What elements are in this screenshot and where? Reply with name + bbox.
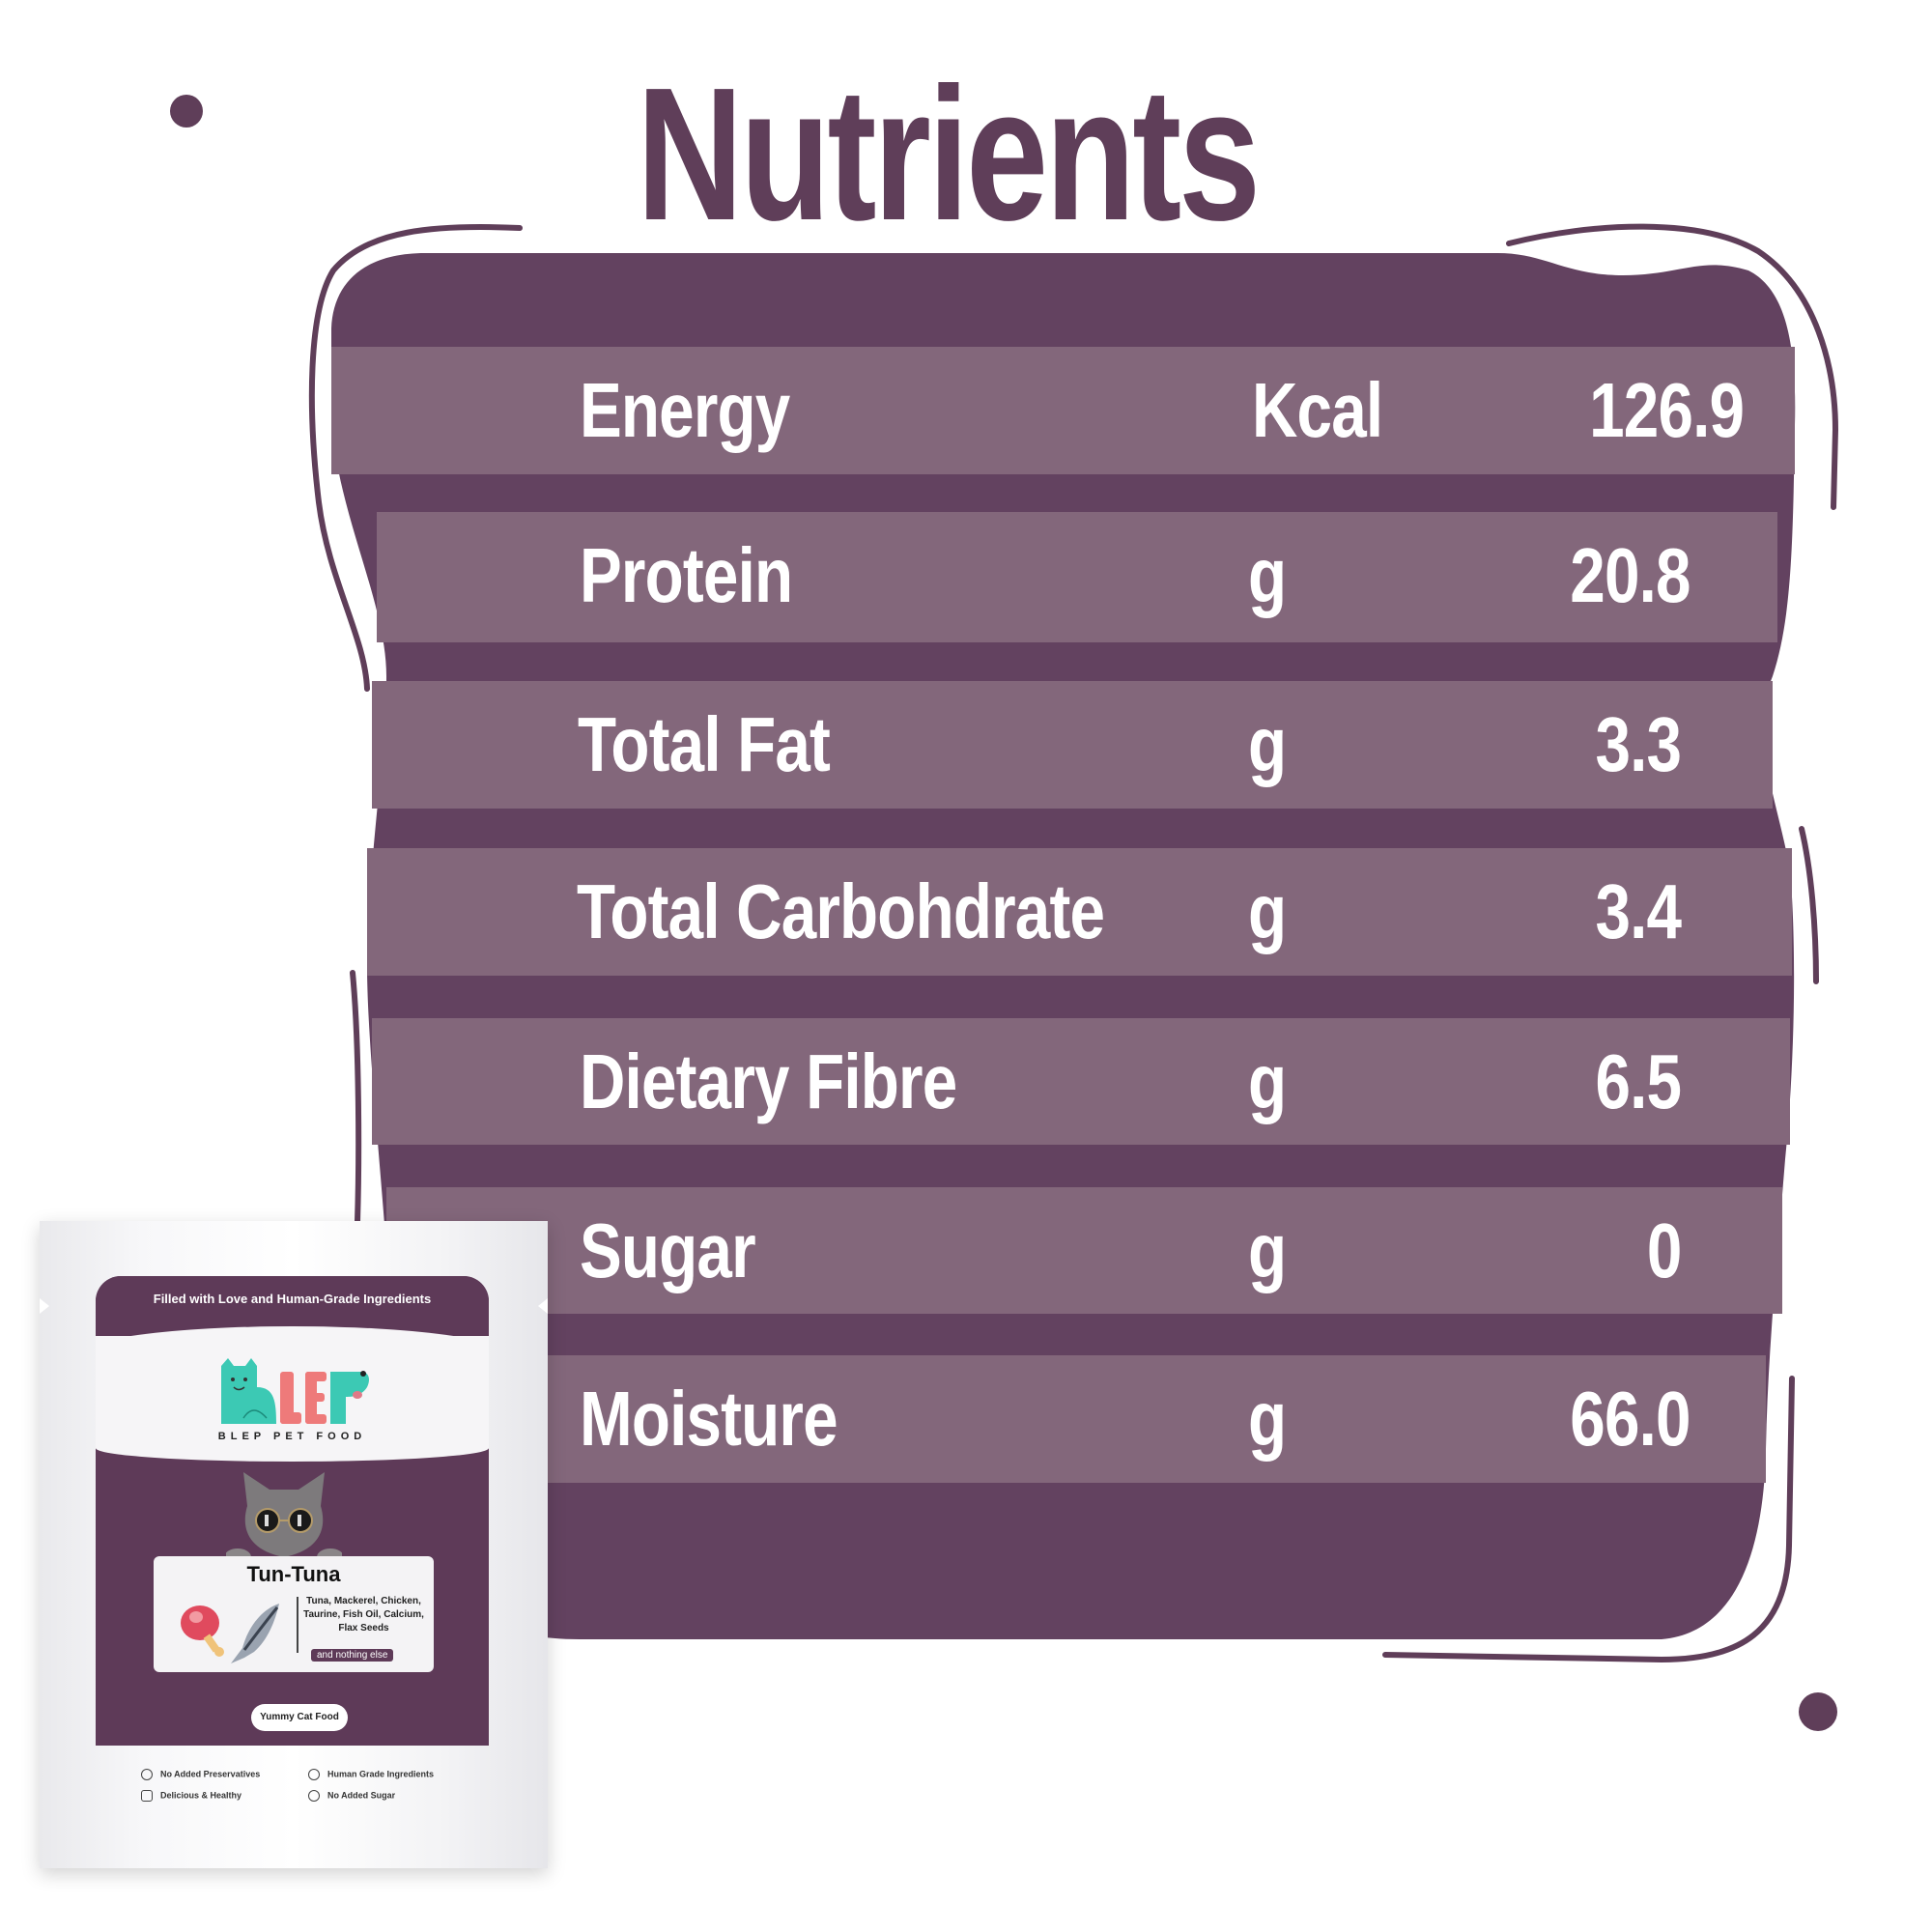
no-preservatives-icon — [141, 1769, 153, 1780]
nutrient-unit: g — [1248, 701, 1287, 787]
ingredients-list: Tuna, Mackerel, Chicken, Taurine, Fish O… — [303, 1596, 424, 1634]
nutrient-value: 66.0 — [1570, 1376, 1691, 1462]
decorative-dot-top-left — [170, 95, 203, 128]
nutrient-value: 126.9 — [1588, 367, 1745, 453]
feature-no-sugar: No Added Sugar — [308, 1790, 395, 1802]
table-row: Total Fat g 3.3 — [0, 681, 1932, 809]
card-divider — [297, 1597, 298, 1653]
product-info-card: Tun-Tuna Tuna, Mackerel, Chicken, Taurin… — [154, 1556, 434, 1672]
pouch-tagline: Filled with Love and Human-Grade Ingredi… — [153, 1292, 432, 1306]
no-sugar-icon — [308, 1790, 320, 1802]
row-band — [372, 1018, 1790, 1145]
nutrient-value: 3.4 — [1595, 868, 1682, 954]
nutrient-label: Total Fat — [578, 701, 831, 787]
nutrient-label: Moisture — [580, 1376, 838, 1462]
blep-logo-icon — [221, 1358, 369, 1424]
product-pouch-image: Filled with Love and Human-Grade Ingredi… — [40, 1221, 548, 1868]
chicken-and-fish-icon — [181, 1604, 279, 1663]
nutrient-unit: g — [1248, 532, 1287, 618]
nutrient-value: 20.8 — [1570, 532, 1691, 618]
table-row: Protein g 20.8 — [0, 512, 1932, 642]
nutrient-label: Total Carbohdrate — [577, 868, 1105, 954]
row-band — [372, 681, 1773, 809]
table-row: Dietary Fibre g 6.5 — [0, 1018, 1932, 1146]
nutrient-unit: g — [1248, 1208, 1287, 1293]
row-band — [386, 1187, 1782, 1314]
nutrient-value: 0 — [1646, 1208, 1681, 1293]
table-row: Energy Kcal 126.9 — [0, 347, 1932, 474]
row-band — [367, 848, 1792, 976]
yummy-cat-food-pill: Yummy Cat Food — [251, 1704, 348, 1731]
table-row: Moisture g 66.0 — [0, 1355, 1932, 1483]
nutrient-unit: g — [1248, 1038, 1287, 1124]
feature-human-grade: Human Grade Ingredients — [308, 1769, 434, 1780]
feature-delicious-healthy: Delicious & Healthy — [141, 1790, 242, 1802]
nutrient-label: Energy — [580, 367, 790, 453]
pouch-notch-left — [40, 1298, 49, 1314]
row-band — [331, 347, 1795, 474]
page-title: Nutrients — [637, 48, 1261, 260]
nutrient-label: Sugar — [580, 1208, 756, 1293]
row-band — [391, 1355, 1766, 1483]
row-band — [377, 512, 1777, 642]
nutrient-unit: g — [1248, 868, 1287, 954]
thumbs-up-icon — [141, 1790, 153, 1802]
decorative-dot-bottom-right — [1799, 1692, 1837, 1731]
pouch-brand-subtitle: BLEP PET FOOD — [217, 1431, 367, 1442]
feature-no-preservatives: No Added Preservatives — [141, 1769, 260, 1780]
nutrient-unit: g — [1248, 1376, 1287, 1462]
nutrient-value: 3.3 — [1595, 701, 1682, 787]
cat-with-sunglasses-icon — [226, 1472, 342, 1564]
product-name: Tun-Tuna — [246, 1562, 341, 1586]
pouch-label: Filled with Love and Human-Grade Ingredi… — [96, 1276, 489, 1746]
nutrient-label: Protein — [580, 532, 793, 618]
ingredients-note: and nothing else — [311, 1649, 394, 1662]
table-row: Total Carbohdrate g 3.4 — [0, 848, 1932, 976]
nutrient-value: 6.5 — [1595, 1038, 1682, 1124]
pouch-notch-right — [538, 1298, 548, 1314]
nutrient-unit: Kcal — [1252, 367, 1383, 453]
table-row: Sugar g 0 — [0, 1187, 1932, 1315]
nutrient-label: Dietary Fibre — [580, 1038, 957, 1124]
human-grade-icon — [308, 1769, 320, 1780]
